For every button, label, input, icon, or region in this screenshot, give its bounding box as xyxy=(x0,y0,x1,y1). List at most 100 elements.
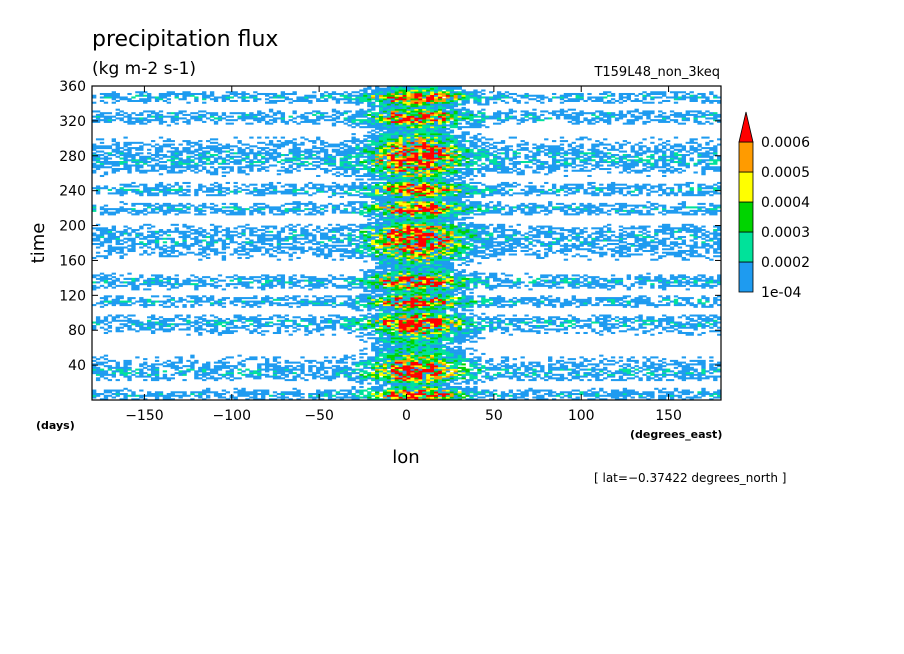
heatmap-cell xyxy=(492,206,498,209)
heatmap-cell xyxy=(166,234,172,237)
heatmap-cell xyxy=(107,366,132,369)
heatmap-cell xyxy=(465,359,482,362)
heatmap-cell xyxy=(709,239,714,242)
heatmap-cell xyxy=(394,276,400,279)
heatmap-cell xyxy=(512,302,517,305)
heatmap-cell xyxy=(209,236,215,239)
heatmap-cell xyxy=(237,394,250,397)
heatmap-cell xyxy=(563,300,573,303)
heatmap-cell xyxy=(111,316,120,319)
heatmap-cell xyxy=(418,345,427,348)
heatmap-cell xyxy=(363,243,372,246)
heatmap-cell xyxy=(394,218,407,221)
heatmap-cell xyxy=(500,213,514,216)
heatmap-cell xyxy=(713,316,722,319)
heatmap-cell xyxy=(406,340,415,343)
heatmap-cell xyxy=(567,206,573,209)
heatmap-cell xyxy=(665,316,675,319)
heatmap-cell xyxy=(331,323,337,326)
heatmap-cell xyxy=(504,330,510,333)
heatmap-cell xyxy=(449,380,455,383)
heatmap-cell xyxy=(292,319,297,322)
heatmap-cell xyxy=(414,262,427,265)
heatmap-cell xyxy=(103,298,109,301)
heatmap-cell xyxy=(461,316,466,319)
heatmap-cell xyxy=(603,358,608,361)
heatmap-cell xyxy=(453,330,470,333)
heatmap-cell xyxy=(437,236,443,239)
heatmap-cell xyxy=(359,323,364,326)
heatmap-cell xyxy=(261,225,278,228)
heatmap-cell xyxy=(445,227,451,230)
heatmap-cell xyxy=(343,204,352,207)
heatmap-cell xyxy=(441,277,447,280)
heatmap-cell xyxy=(300,232,313,235)
heatmap-cell xyxy=(461,243,466,246)
heatmap-cell xyxy=(115,284,128,287)
heatmap-cell xyxy=(351,307,360,310)
heatmap-cell xyxy=(642,249,655,253)
heatmap-cell xyxy=(174,241,179,244)
heatmap-cell xyxy=(158,284,168,287)
heatmap-cell xyxy=(92,394,97,397)
heatmap-cell xyxy=(127,298,132,301)
heatmap-cell xyxy=(386,372,392,375)
heatmap-cell xyxy=(229,300,242,303)
heatmap-cell xyxy=(414,192,427,195)
heatmap-cell xyxy=(705,236,710,239)
heatmap-cell xyxy=(351,206,356,209)
heatmap-cell xyxy=(406,269,411,272)
heatmap-cell xyxy=(355,380,364,383)
heatmap-cell xyxy=(709,304,714,307)
heatmap-cell xyxy=(323,256,329,259)
heatmap-cell xyxy=(418,267,423,270)
heatmap-cell xyxy=(331,211,337,214)
heatmap-cell xyxy=(437,229,443,232)
heatmap-cell xyxy=(453,236,462,239)
heatmap-cell xyxy=(182,281,191,284)
heatmap-cell xyxy=(178,297,183,300)
heatmap-cell xyxy=(390,283,396,286)
heatmap-cell xyxy=(536,232,565,235)
heatmap-cell xyxy=(308,314,313,317)
heatmap-cell xyxy=(618,229,624,232)
heatmap-cell xyxy=(253,394,258,397)
heatmap-cell xyxy=(489,223,494,226)
heatmap-cell xyxy=(701,276,706,279)
heatmap-cell xyxy=(335,396,360,399)
heatmap-cell xyxy=(516,379,525,382)
heatmap-cell xyxy=(249,323,254,326)
heatmap-cell xyxy=(249,330,258,333)
heatmap-cell xyxy=(410,241,415,244)
heatmap-cell xyxy=(485,234,494,237)
heatmap-cell xyxy=(390,318,396,321)
heatmap-cell xyxy=(154,328,175,331)
heatmap-cell xyxy=(610,274,616,277)
heatmap-cell xyxy=(430,284,439,287)
heatmap-cell xyxy=(394,204,400,207)
heatmap-cell xyxy=(469,305,474,308)
heatmap-cell xyxy=(496,295,502,298)
heatmap-cell xyxy=(461,389,478,392)
heatmap-cell xyxy=(461,216,474,219)
heatmap-cell xyxy=(406,284,411,287)
heatmap-cell xyxy=(610,249,624,253)
heatmap-cell xyxy=(689,359,706,362)
heatmap-cell xyxy=(410,338,415,341)
heatmap-cell xyxy=(166,298,172,301)
heatmap-cell xyxy=(437,208,443,211)
heatmap-cell xyxy=(198,324,203,328)
heatmap-cell xyxy=(555,286,565,289)
heatmap-cell xyxy=(677,246,683,249)
heatmap-cell xyxy=(237,225,246,228)
heatmap-cell xyxy=(402,309,411,312)
heatmap-cell xyxy=(312,398,317,401)
heatmap-cell xyxy=(469,391,474,394)
heatmap-cell xyxy=(390,358,396,361)
heatmap-cell xyxy=(398,256,403,259)
heatmap-cell xyxy=(422,351,431,354)
heatmap-cell xyxy=(123,363,132,366)
heatmap-cell xyxy=(390,312,396,315)
heatmap-cell xyxy=(618,248,631,251)
heatmap-cell xyxy=(614,202,628,205)
